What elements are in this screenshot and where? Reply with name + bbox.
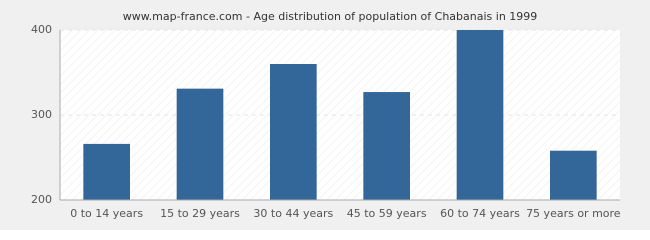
y-tick-label: 400 [31, 23, 52, 36]
bar [176, 88, 224, 200]
x-tick-label: 45 to 59 years [347, 207, 427, 220]
x-tick-label: 0 to 14 years [70, 207, 143, 220]
bar [83, 143, 130, 200]
y-tick-label: 200 [31, 193, 52, 206]
chart-title: www.map-france.com - Age distribution of… [123, 10, 538, 23]
plot-layer [60, 29, 620, 201]
chart: www.map-france.com - Age distribution of… [0, 0, 650, 230]
bar [456, 30, 504, 200]
y-tick-label: 300 [31, 108, 52, 121]
x-tick-label: 60 to 74 years [440, 207, 520, 220]
bar [550, 150, 597, 200]
bar [270, 64, 317, 200]
bar [363, 92, 410, 200]
x-tick-label: 75 years or more [526, 207, 621, 220]
x-tick-label: 30 to 44 years [253, 207, 333, 220]
x-tick-label: 15 to 29 years [160, 207, 240, 220]
